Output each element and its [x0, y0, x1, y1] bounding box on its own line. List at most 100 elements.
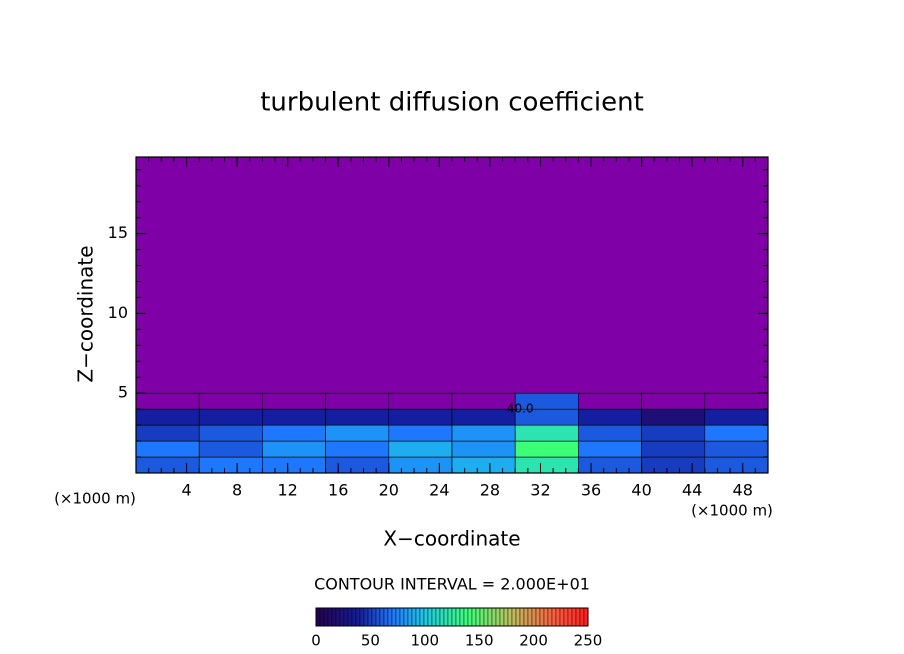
contour-cell [388, 456, 453, 474]
contour-cell [451, 392, 516, 410]
colorbar-swatch [363, 607, 369, 627]
contour-cell [641, 424, 706, 442]
colorbar-swatch [371, 607, 377, 627]
colorbar-swatch [347, 607, 353, 627]
colorbar-swatch [583, 607, 589, 627]
contour-cell [388, 408, 453, 426]
colorbar-swatch [535, 607, 541, 627]
colorbar-swatch [415, 607, 421, 627]
contour-cell [704, 392, 769, 410]
colorbar-swatch [539, 607, 545, 627]
colorbar-swatch [455, 607, 461, 627]
colorbar-tick-label: 250 [574, 632, 603, 650]
colorbar-frame [315, 607, 589, 627]
colorbar-swatch [379, 607, 385, 627]
colorbar-swatch [331, 607, 337, 627]
x-tick-label: 32 [530, 481, 550, 500]
contour-interval: CONTOUR INTERVAL = 2.000E+01 [314, 575, 590, 594]
contour-cell [704, 456, 769, 474]
colorbar-swatch [483, 607, 489, 627]
colorbar-tick-label: 100 [410, 632, 439, 650]
x-unit-label: (×1000 m) [691, 502, 773, 520]
colorbar-swatch [511, 607, 517, 627]
x-tick-label: 48 [733, 481, 753, 500]
contour-cell [514, 440, 579, 458]
colorbar-swatch [439, 607, 445, 627]
contour-cell [578, 440, 642, 458]
colorbar-swatch [419, 607, 425, 627]
colorbar-swatch [531, 607, 537, 627]
contour-cell [451, 456, 516, 474]
contour-cell [451, 424, 516, 442]
colorbar-swatch [495, 607, 501, 627]
colorbar-tick-label: 0 [311, 632, 321, 650]
colorbar-swatch [395, 607, 401, 627]
contour-label: 40.0 [507, 402, 534, 416]
contour-cell [641, 440, 706, 458]
contour-cell [641, 456, 706, 474]
contour-cell [451, 440, 516, 458]
colorbar-swatch [523, 607, 529, 627]
colorbar-swatch [339, 607, 345, 627]
contour-cell [262, 440, 326, 458]
colorbar-swatch [579, 607, 585, 627]
colorbar-swatch [551, 607, 557, 627]
colorbar-swatch [459, 607, 465, 627]
contour-cell [704, 440, 769, 458]
contour-cell [198, 392, 263, 410]
contour-cell [325, 440, 390, 458]
colorbar-swatch [451, 607, 457, 627]
x-tick-label: 12 [278, 481, 298, 500]
contour-cell [641, 408, 706, 426]
contour-cell [135, 392, 200, 410]
colorbar-swatch [343, 607, 349, 627]
colorbar-swatch [503, 607, 509, 627]
colorbar-swatch [315, 607, 321, 627]
colorbar-swatch [487, 607, 493, 627]
colorbar-tick-label: 150 [465, 632, 494, 650]
colorbar-swatch [407, 607, 413, 627]
colorbar-swatch [559, 607, 565, 627]
contour-cell [198, 456, 263, 474]
colorbar-swatch [411, 607, 417, 627]
contour-cell [704, 408, 769, 426]
colorbar-swatch [367, 607, 373, 627]
contour-cell [198, 440, 263, 458]
colorbar-swatch [499, 607, 505, 627]
colorbar-swatch [435, 607, 441, 627]
x-tick-label: 24 [429, 481, 449, 500]
contour-cell [135, 456, 200, 474]
colorbar-swatch [507, 607, 513, 627]
contour-cell [325, 408, 390, 426]
colorbar-swatch [543, 607, 549, 627]
x-tick-label: 16 [328, 481, 348, 500]
contour-cell [388, 424, 453, 442]
colorbar-swatch [319, 607, 325, 627]
colorbar-swatch [471, 607, 477, 627]
colorbar-swatch [387, 607, 393, 627]
colorbar-swatch [463, 607, 469, 627]
contour-cell [135, 440, 200, 458]
colorbar-swatch [475, 607, 481, 627]
colorbar-swatch [467, 607, 473, 627]
colorbar-swatch [375, 607, 381, 627]
contour-cell [325, 424, 390, 442]
colorbar-swatch [431, 607, 437, 627]
colorbar-swatch [351, 607, 357, 627]
contour-cell [262, 408, 326, 426]
contour-cell [198, 408, 263, 426]
colorbar-swatch [355, 607, 361, 627]
chart-title: turbulent diffusion coefficient [260, 88, 644, 118]
colorbar-swatch [399, 607, 405, 627]
contour-cell [135, 424, 200, 442]
contour-cell [198, 424, 263, 442]
colorbar-swatch [575, 607, 581, 627]
y-tick-label: 10 [108, 303, 128, 322]
x-tick-label: 28 [480, 481, 500, 500]
contour-cell [514, 456, 579, 474]
colorbar-swatch [491, 607, 497, 627]
contour-cell [262, 456, 326, 474]
x-tick-label: 44 [682, 481, 702, 500]
colorbar-swatch [555, 607, 561, 627]
